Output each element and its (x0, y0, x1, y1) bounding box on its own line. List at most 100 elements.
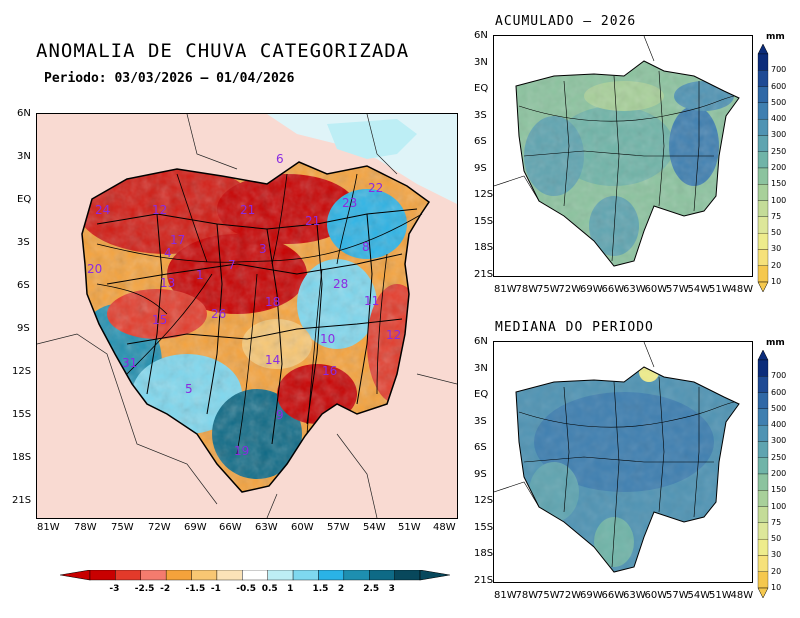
lat-label: 3S (474, 415, 487, 427)
colorbar-tick-label: 75 (771, 211, 782, 221)
lat-label: 6S (17, 280, 30, 291)
lon-label: 63W (255, 522, 278, 533)
lon-label: 78W (515, 284, 539, 295)
colorbar-tick-label: 600 (771, 81, 787, 91)
period-subtitle: Periodo: 03/03/2026 – 01/04/2026 (44, 71, 295, 86)
colorbar-tick-label: 250 (771, 146, 787, 156)
lon-label: 72W (558, 590, 582, 601)
basin-label: 28 (333, 277, 349, 291)
lat-label: 9S (17, 323, 30, 334)
colorbar-tick-label: 100 (771, 501, 787, 511)
lat-label: 9S (474, 468, 487, 480)
lon-label: 54W (687, 590, 711, 601)
lat-label: 21S (474, 268, 494, 280)
colorbar-tick-label: -2.5 (134, 584, 155, 594)
lon-label: 63W (623, 284, 646, 295)
colorbar-cell (757, 457, 769, 475)
colorbar-cell (89, 570, 116, 581)
colorbar-tick-label: 400 (771, 114, 787, 124)
anomaly-colorbar (60, 570, 450, 581)
units-label-bottom: mm (766, 338, 785, 348)
basin-label: 5 (185, 382, 193, 396)
colorbar-cell (757, 135, 769, 152)
colorbar-cell (165, 570, 192, 581)
lon-label: 69W (580, 284, 603, 295)
colorbar-tick-label: 10 (771, 583, 782, 592)
colorbar-tick-label: 150 (771, 485, 787, 495)
basin-label: 22 (368, 181, 384, 195)
lat-label: 15S (474, 215, 494, 227)
lon-label: 81W (494, 590, 517, 601)
lat-label: 12S (12, 366, 32, 377)
colorbar-cell (757, 424, 769, 442)
colorbar-cell (757, 167, 769, 185)
colorbar-cell (757, 359, 769, 377)
lat-label: 12S (474, 189, 494, 200)
lat-label: 3N (474, 362, 488, 374)
median-colorbar (757, 350, 769, 598)
basin-label: 18 (265, 295, 281, 309)
basin-label: 26 (211, 307, 227, 321)
lat-label: 18S (474, 242, 494, 253)
basin-label: 12 (152, 203, 168, 217)
lat-label: 3S (474, 109, 487, 121)
lon-label: 48W (730, 590, 754, 601)
colorbar-tick-label: 10 (771, 277, 782, 286)
colorbar-cell (757, 184, 769, 201)
basin-label: 1 (196, 268, 204, 282)
colorbar-cell (115, 570, 141, 581)
lat-label: EQ (474, 389, 489, 400)
lon-label: 75W (537, 284, 560, 295)
colorbar-cell (140, 570, 167, 581)
colorbar-tick-label: 300 (771, 130, 787, 140)
colorbar-cell (394, 570, 421, 581)
lat-label: 6S (474, 136, 487, 147)
colorbar-tick-label: 200 (771, 469, 787, 478)
colorbar-cell (757, 102, 769, 120)
colorbar-cell (757, 151, 769, 169)
colorbar-tick-label: -1.5 (185, 584, 206, 594)
lon-label: 63W (623, 590, 646, 601)
accumulated-colorbar (757, 44, 769, 292)
colorbar-tick-label: 150 (771, 179, 787, 189)
colorbar-cell (292, 570, 319, 581)
colorbar-tick-label: 50 (771, 228, 782, 238)
lat-label: 6N (474, 336, 488, 347)
colorbar-left-arrow (60, 570, 91, 581)
accumulated-title: ACUMULADO – 2026 (495, 14, 637, 29)
colorbar-cell (267, 570, 294, 581)
lat-label: 3S (17, 237, 30, 248)
colorbar-tick-label: 200 (771, 163, 787, 172)
basin-label: 16 (322, 364, 338, 378)
colorbar-tick-label: 30 (771, 550, 782, 560)
accumulated-map-svg (494, 36, 752, 276)
colorbar-cell (757, 473, 769, 491)
colorbar-tick-label: 30 (771, 244, 782, 254)
colorbar-cell (757, 392, 769, 410)
colorbar-tick-label: -0.5 (236, 584, 256, 594)
lat-label: 18S (474, 548, 494, 559)
basin-label: 24 (95, 203, 111, 217)
lon-label: 66W (601, 590, 625, 601)
lat-label: 3N (17, 151, 31, 162)
colorbar-cell (757, 522, 769, 540)
colorbar-tick-label: 700 (771, 371, 787, 381)
anomaly-map (36, 113, 458, 519)
colorbar-cell (369, 570, 395, 581)
colorbar-cell (216, 570, 243, 581)
lon-label: 66W (219, 522, 242, 533)
lat-label: 3N (474, 56, 488, 68)
lon-label: 51W (709, 590, 732, 601)
colorbar-cell (343, 570, 370, 581)
basin-label: 14 (265, 353, 281, 367)
basin-label: 11 (364, 294, 380, 308)
colorbar-tick-label: 20 (771, 566, 782, 576)
lon-label: 75W (111, 522, 134, 533)
colorbar-tick-label: 2.5 (363, 584, 380, 594)
colorbar-right-arrow (419, 570, 450, 581)
colorbar-bottom-arrow (757, 587, 769, 598)
lat-label: 15S (474, 521, 494, 533)
lon-label: 75W (537, 590, 560, 601)
basin-label: 12 (386, 328, 402, 342)
basin-label: 19 (234, 444, 250, 458)
